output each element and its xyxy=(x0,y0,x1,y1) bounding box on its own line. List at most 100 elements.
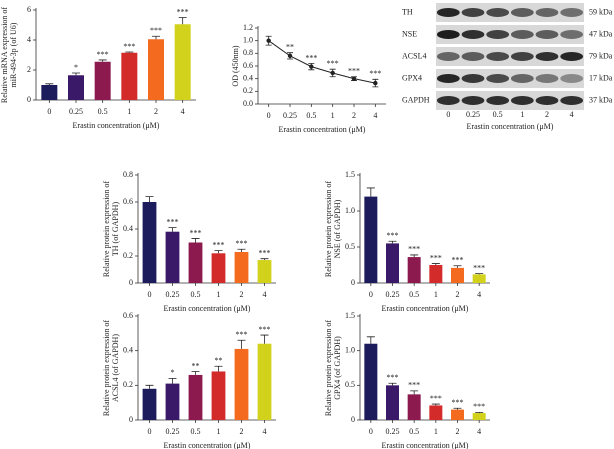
x-tick-label: 0.25 xyxy=(386,290,400,299)
size-label: 17 kDa xyxy=(589,73,613,82)
significance-label: *** xyxy=(97,50,109,59)
error-bar xyxy=(214,365,223,372)
x-tick-label: 2 xyxy=(154,107,158,116)
significance-label: *** xyxy=(408,245,420,254)
bar xyxy=(386,243,399,283)
significance-label: *** xyxy=(327,59,339,68)
x-tick-label: 2 xyxy=(240,290,244,299)
bar xyxy=(234,251,249,283)
blot-band xyxy=(560,30,584,39)
protein-label: ACSL4 xyxy=(402,51,426,60)
marker xyxy=(373,80,378,86)
blot-band xyxy=(461,96,485,105)
blot-band xyxy=(535,8,559,17)
bar xyxy=(121,52,138,100)
y-tick-label: 0.2 xyxy=(123,380,133,389)
error-bar xyxy=(168,227,177,232)
significance-label: *** xyxy=(430,253,442,262)
error-bar xyxy=(366,187,375,197)
significance-label: * xyxy=(74,63,78,72)
x-tick-label: 1 xyxy=(127,107,131,116)
blot-band xyxy=(486,96,510,105)
bar xyxy=(407,394,421,420)
significance-label: *** xyxy=(305,53,317,62)
significance-label: *** xyxy=(123,42,135,51)
significance-label: *** xyxy=(369,69,381,78)
x-tick-label: 4 xyxy=(263,290,267,299)
blot-band xyxy=(510,52,534,61)
x-tick-label: 0 xyxy=(369,290,373,299)
error-bar xyxy=(125,51,134,53)
error-bar xyxy=(431,263,440,265)
error-bar xyxy=(145,196,154,202)
y-tick-label: 0 xyxy=(129,415,133,424)
x-tick-label: 1 xyxy=(217,427,221,436)
x-axis-label: Erastin concentration (μM) xyxy=(382,304,469,313)
marker xyxy=(309,64,314,69)
x-tick-label: 0.5 xyxy=(409,427,419,436)
y-axis-label: Relative protein expression of xyxy=(324,320,333,417)
x-tick-label: 4 xyxy=(373,111,377,120)
bar xyxy=(165,231,180,283)
size-label: 59 kDa xyxy=(589,7,613,16)
blot-band xyxy=(461,52,485,61)
bar xyxy=(472,413,486,420)
significance-label: *** xyxy=(430,394,442,403)
x-tick-label: 0 xyxy=(47,107,51,116)
x-tick-label: 2 xyxy=(352,111,356,120)
blot-band xyxy=(461,74,485,83)
x-tick-label: 2 xyxy=(240,427,244,436)
y-axis-label: GPX4 (of GAPDH) xyxy=(333,336,342,400)
blot-band xyxy=(535,30,559,39)
error-bar xyxy=(72,72,80,76)
bar xyxy=(68,75,84,100)
protein-label: GAPDH xyxy=(402,95,430,104)
x-tick-label: 1 xyxy=(520,110,524,119)
y-axis-label: NSE (of GAPDH) xyxy=(333,199,342,258)
x-axis-label: Erastin concentration (μM) xyxy=(279,125,366,134)
bar xyxy=(257,343,272,420)
y-axis-label: Relative protein expression of xyxy=(102,181,111,278)
x-tick-label: 4 xyxy=(477,290,481,299)
significance-label: *** xyxy=(348,67,360,76)
x-tick-label: 0.5 xyxy=(306,111,316,120)
error-bar xyxy=(388,382,397,386)
x-tick-label: 0.5 xyxy=(191,290,201,299)
bar xyxy=(165,383,180,420)
blot-band xyxy=(535,52,559,61)
significance-label: *** xyxy=(177,7,189,16)
error-bar xyxy=(366,336,375,344)
significance-label: ** xyxy=(286,43,294,52)
x-tick-label: 1 xyxy=(434,427,438,436)
blot-band xyxy=(436,74,460,83)
x-axis-label: Erastin concentration (μM) xyxy=(164,304,251,313)
y-tick-label: 1.5 xyxy=(345,170,355,179)
bar xyxy=(407,257,421,283)
y-tick-label: 4 xyxy=(27,35,31,44)
blot-band xyxy=(560,52,584,61)
significance-label: *** xyxy=(259,325,271,334)
error-bar xyxy=(98,59,107,62)
blot-band xyxy=(510,74,534,83)
y-axis-label: TH (of GAPDH) xyxy=(111,202,120,257)
y-tick-label: 0.2 xyxy=(123,251,133,260)
y-axis-label: Relative protein expression of xyxy=(324,181,333,278)
x-axis-label: Erastin concentration (μM) xyxy=(164,441,251,449)
significance-label: *** xyxy=(236,330,248,339)
blot-band xyxy=(436,96,460,105)
significance-label: *** xyxy=(473,402,485,411)
bar xyxy=(234,348,249,420)
x-tick-label: 0 xyxy=(446,110,450,119)
significance-label: *** xyxy=(150,26,162,35)
y-tick-label: 0.2 xyxy=(243,86,253,95)
bar xyxy=(174,24,191,100)
error-bar xyxy=(191,371,200,375)
bar xyxy=(386,385,399,420)
y-tick-label: 1.2 xyxy=(243,23,253,32)
significance-label: *** xyxy=(259,249,271,258)
x-tick-label: 0.25 xyxy=(166,290,180,299)
size-label: 79 kDa xyxy=(589,51,613,60)
blot-strip xyxy=(436,69,584,88)
blot-strip xyxy=(436,25,584,44)
